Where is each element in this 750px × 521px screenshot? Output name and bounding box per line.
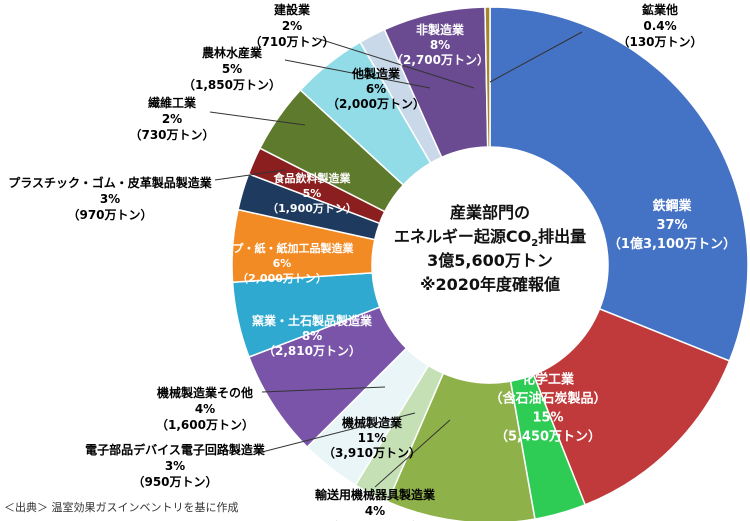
slice-label-9-line-2: （970万トン） bbox=[67, 207, 152, 222]
slice-label-10-line-1: 2% bbox=[162, 112, 182, 126]
slice-label-0-line-0: 鉄鋼業 bbox=[652, 198, 692, 214]
slice-label-2-line-2: （1,360万トン） bbox=[326, 519, 424, 521]
slice-label-12-line-1: 6% bbox=[366, 82, 386, 96]
center-title-line-2: 3億5,600万トン bbox=[427, 251, 553, 270]
slice-label-2-line-1: 4% bbox=[365, 504, 385, 518]
leader-line-9 bbox=[214, 169, 286, 181]
slice-label-15-line-2: （130万トン） bbox=[617, 34, 702, 49]
slice-label-13-line-2: （710万トン） bbox=[249, 34, 334, 49]
slice-label-5-line-0: 機械製造業その他 bbox=[157, 385, 253, 400]
slice-label-14-line-0: 非製造業 bbox=[416, 22, 465, 37]
slice-label-9-line-1: 3% bbox=[100, 192, 120, 206]
slice-label-7-line-0: パルプ・紙・紙加工品製造業 bbox=[211, 241, 355, 255]
slice-label-1-line-3: （5,450万トン） bbox=[495, 429, 601, 445]
slice-label-13-line-0: 建設業 bbox=[273, 2, 311, 17]
center-title-line-1: エネルギー起源CO2排出量 bbox=[394, 227, 586, 249]
leader-line-4 bbox=[261, 412, 416, 453]
center-title-line-3: ※2020年度確報値 bbox=[420, 275, 560, 294]
slice-label-15-line-1: 0.4% bbox=[643, 19, 676, 33]
slice-label-3-line-1: 11% bbox=[358, 431, 387, 445]
slice-label-8-line-0: 食品飲料製造業 bbox=[274, 171, 352, 185]
slice-label-4-line-2: （950万トン） bbox=[132, 474, 217, 489]
slice-15 bbox=[484, 6, 491, 148]
slice-label-4-line-0: 電子部品デバイス電子回路製造業 bbox=[85, 442, 266, 457]
slice-label-12-line-0: 他製造業 bbox=[351, 66, 401, 81]
center-title-line-0: 産業部門の bbox=[450, 203, 530, 222]
slice-label-15-line-0: 鉱業他 bbox=[642, 2, 678, 17]
source-note: ＜出典＞ 温室効果ガスインベントリを基に作成 bbox=[4, 501, 239, 514]
slice-label-9-line-0: プラスチック・ゴム・皮革製品製造業 bbox=[8, 175, 213, 190]
slice-label-1-line-1: （含石油石炭製品） bbox=[489, 391, 606, 407]
slice-1 bbox=[532, 307, 731, 506]
slice-label-0-line-1: 37% bbox=[656, 218, 687, 233]
slice-label-13-line-1: 2% bbox=[282, 19, 302, 33]
slice-label-6-line-0: 窯業・土石製品製造業 bbox=[252, 313, 373, 328]
slice-label-5-line-2: （1,600万トン） bbox=[156, 417, 254, 432]
slice-label-6-line-2: （2,810万トン） bbox=[263, 343, 361, 358]
leader-line-5 bbox=[261, 386, 386, 393]
leader-line-11 bbox=[284, 59, 431, 89]
leader-line-10 bbox=[209, 111, 306, 126]
slice-label-0-line-2: （1億3,100万トン） bbox=[608, 236, 736, 252]
slice-label-11-line-2: （1,850万トン） bbox=[183, 77, 281, 92]
slice-label-7-line-2: （2,000万トン） bbox=[237, 272, 327, 285]
slice-label-14-line-2: （2,700万トン） bbox=[391, 52, 489, 67]
slice-label-3-line-2: （3,910万トン） bbox=[323, 445, 421, 460]
slice-label-11-line-0: 農林水産業 bbox=[202, 45, 263, 60]
center-title-subscript: 2 bbox=[531, 238, 538, 249]
leader-line-15 bbox=[489, 31, 583, 83]
slice-label-8-line-2: （1,900万トン） bbox=[267, 202, 357, 215]
leader-line-2 bbox=[374, 419, 451, 488]
slice-label-3-line-0: 機械製造業 bbox=[342, 415, 403, 430]
slice-label-14-line-1: 8% bbox=[430, 38, 450, 52]
slice-label-2-line-0: 輸送用機械器具製造業 bbox=[315, 487, 436, 502]
slice-label-12-line-2: （2,000万トン） bbox=[327, 96, 425, 111]
leader-line-13 bbox=[315, 37, 475, 89]
slice-label-1-line-2: 15% bbox=[532, 411, 563, 426]
slice-label-1-line-0: 化学工業 bbox=[522, 372, 575, 388]
slice-label-10-line-2: （730万トン） bbox=[129, 127, 214, 142]
slice-label-7-line-1: 6% bbox=[273, 257, 292, 270]
slice-label-6-line-1: 8% bbox=[302, 329, 322, 343]
slice-label-8-line-1: 5% bbox=[303, 187, 322, 200]
slice-0 bbox=[489, 6, 749, 362]
slice-label-11-line-1: 5% bbox=[222, 62, 242, 76]
slice-label-5-line-1: 4% bbox=[195, 402, 215, 416]
slice-label-4-line-1: 3% bbox=[165, 459, 185, 473]
slice-label-10-line-0: 繊維工業 bbox=[148, 95, 197, 110]
